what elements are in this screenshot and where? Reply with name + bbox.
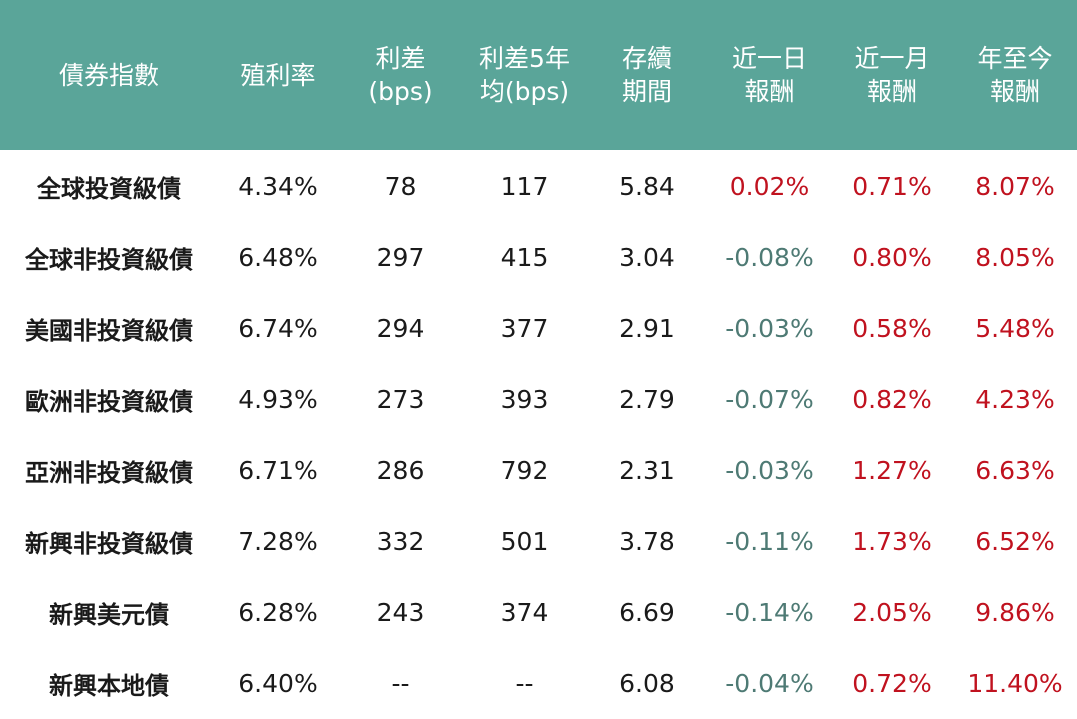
return-1d-value: -0.14% [725, 598, 814, 627]
header-spread: 利差 (bps) [368, 44, 433, 106]
yield-value: 4.93% [238, 385, 318, 414]
table-row: 新興非投資級債 7.28% 332 501 3.78 -0.11% 1.73% … [0, 506, 1077, 577]
duration-value: 3.78 [619, 527, 675, 556]
return-1d-value: -0.03% [725, 314, 814, 343]
return-ytd-value: 11.40% [967, 669, 1063, 698]
return-ytd-value: 4.23% [975, 385, 1055, 414]
duration-value: 5.84 [619, 172, 675, 201]
index-name: 美國非投資級債 [25, 317, 193, 345]
table-row: 新興美元債 6.28% 243 374 6.69 -0.14% 2.05% 9.… [0, 577, 1077, 648]
return-ytd-value: 9.86% [975, 598, 1055, 627]
return-ytd-value: 6.52% [975, 527, 1055, 556]
index-name: 全球非投資級債 [25, 246, 193, 274]
duration-value: 6.08 [619, 669, 675, 698]
index-name: 亞洲非投資級債 [25, 459, 193, 487]
index-name: 全球投資級債 [37, 175, 181, 203]
spread-5y-value: 117 [500, 172, 549, 201]
spread-5y-value: 501 [500, 527, 549, 556]
return-1d-value: -0.04% [725, 669, 814, 698]
spread-value: 273 [376, 385, 425, 414]
spread-5y-value: 377 [500, 314, 549, 343]
header-return-ytd: 年至今 報酬 [977, 44, 1053, 106]
return-ytd-value: 8.05% [975, 243, 1055, 272]
spread-value: 297 [376, 243, 425, 272]
table-body: 全球投資級債 4.34% 78 117 5.84 0.02% 0.71% 8.0… [0, 150, 1077, 719]
spread-value: -- [391, 669, 410, 698]
index-name: 歐洲非投資級債 [25, 388, 193, 416]
header-return-1m: 近一月 報酬 [854, 44, 930, 106]
return-ytd-value: 6.63% [975, 456, 1055, 485]
spread-value: 332 [376, 527, 425, 556]
header-spread-5y-avg: 利差5年 均(bps) [479, 44, 570, 106]
table-row: 歐洲非投資級債 4.93% 273 393 2.79 -0.07% 0.82% … [0, 364, 1077, 435]
table-header: 債券指數 殖利率 利差 (bps) 利差5年 均(bps) 存續 期間 近一日 … [0, 0, 1077, 150]
duration-value: 3.04 [619, 243, 675, 272]
return-1d-value: -0.11% [725, 527, 814, 556]
header-duration: 存續 期間 [621, 44, 672, 106]
spread-value: 243 [376, 598, 425, 627]
return-1m-value: 0.80% [852, 243, 932, 272]
header-index-name: 債券指數 [58, 60, 159, 90]
return-1m-value: 1.27% [852, 456, 932, 485]
yield-value: 6.40% [238, 669, 318, 698]
return-1m-value: 0.72% [852, 669, 932, 698]
spread-value: 286 [376, 456, 425, 485]
duration-value: 2.91 [619, 314, 675, 343]
yield-value: 4.34% [238, 172, 318, 201]
return-1m-value: 2.05% [852, 598, 932, 627]
index-name: 新興美元債 [49, 601, 169, 629]
yield-value: 7.28% [238, 527, 318, 556]
spread-5y-value: 415 [500, 243, 549, 272]
header-yield: 殖利率 [240, 60, 316, 90]
duration-value: 2.79 [619, 385, 675, 414]
yield-value: 6.28% [238, 598, 318, 627]
table-row: 新興本地債 6.40% -- -- 6.08 -0.04% 0.72% 11.4… [0, 648, 1077, 719]
spread-5y-value: 393 [500, 385, 549, 414]
table-row: 全球投資級債 4.34% 78 117 5.84 0.02% 0.71% 8.0… [0, 151, 1077, 222]
return-1m-value: 0.58% [852, 314, 932, 343]
spread-5y-value: -- [515, 669, 534, 698]
return-1d-value: 0.02% [729, 172, 810, 201]
duration-value: 2.31 [619, 456, 675, 485]
return-1d-value: -0.07% [725, 385, 814, 414]
spread-5y-value: 792 [500, 456, 549, 485]
yield-value: 6.74% [238, 314, 318, 343]
table-row: 全球非投資級債 6.48% 297 415 3.04 -0.08% 0.80% … [0, 222, 1077, 293]
return-ytd-value: 5.48% [975, 314, 1055, 343]
return-1d-value: -0.08% [725, 243, 814, 272]
table-row: 美國非投資級債 6.74% 294 377 2.91 -0.03% 0.58% … [0, 293, 1077, 364]
table-row: 亞洲非投資級債 6.71% 286 792 2.31 -0.03% 1.27% … [0, 435, 1077, 506]
spread-value: 294 [376, 314, 425, 343]
index-name: 新興本地債 [49, 672, 169, 700]
return-1m-value: 1.73% [852, 527, 932, 556]
index-name: 新興非投資級債 [25, 530, 193, 558]
spread-5y-value: 374 [500, 598, 549, 627]
return-1d-value: -0.03% [725, 456, 814, 485]
yield-value: 6.48% [238, 243, 318, 272]
header-return-1d: 近一日 報酬 [731, 44, 807, 106]
return-ytd-value: 8.07% [975, 172, 1055, 201]
return-1m-value: 0.82% [852, 385, 932, 414]
yield-value: 6.71% [238, 456, 318, 485]
spread-value: 78 [384, 172, 417, 201]
duration-value: 6.69 [619, 598, 675, 627]
return-1m-value: 0.71% [852, 172, 932, 201]
